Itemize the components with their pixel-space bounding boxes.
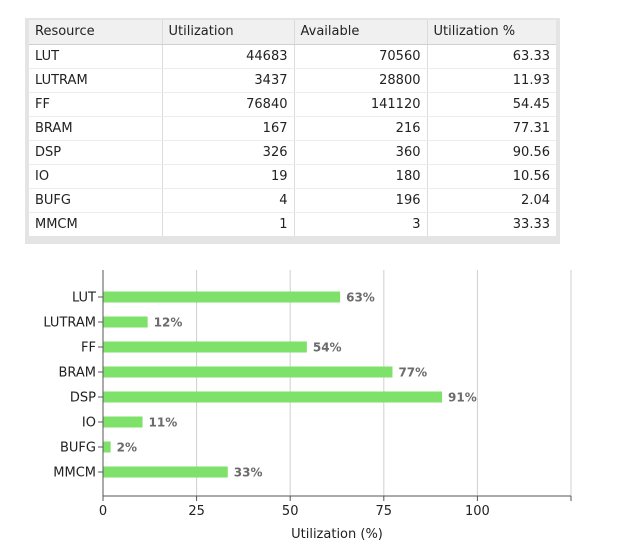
cell-resource: IO — [29, 164, 163, 189]
category-label: DSP — [70, 391, 96, 406]
cell-available: 196 — [294, 188, 428, 213]
table-row[interactable]: LUTRAM 3437 28800 11.93 — [29, 68, 556, 93]
cell-resource: FF — [29, 92, 163, 117]
table-header-row: Resource Utilization Available Utilizati… — [29, 20, 556, 45]
cell-utilization-percent: 33.33 — [512, 216, 550, 232]
cell-utilization: 3437 — [162, 68, 295, 93]
table-row[interactable]: BRAM 167 216 77.31 — [29, 116, 556, 141]
category-label: FF — [81, 341, 96, 356]
bar-dsp[interactable] — [103, 391, 443, 403]
bar-value-label: 91% — [448, 391, 477, 405]
column-header-utilization-percent[interactable]: Utilization % — [427, 20, 556, 45]
cell-utilization: 19 — [162, 164, 295, 189]
cell-resource: MMCM — [29, 212, 163, 236]
bar-mmcm[interactable] — [103, 466, 228, 478]
utilization-table-panel: Resource Utilization Available Utilizati… — [25, 18, 560, 244]
column-header-resource[interactable]: Resource — [29, 20, 163, 45]
table-row[interactable]: DSP 326 360 90.56 — [29, 140, 556, 165]
cell-available: 28800 — [294, 68, 428, 93]
cell-resource: LUT — [29, 44, 163, 69]
table-row[interactable]: IO 19 180 10.56 — [29, 164, 556, 189]
x-tick-label: 50 — [282, 504, 299, 519]
bar-value-label: 63% — [346, 291, 375, 305]
x-axis-label: Utilization (%) — [291, 527, 383, 542]
column-header-available[interactable]: Available — [294, 20, 428, 45]
cell-utilization: 1 — [162, 212, 295, 236]
category-label: BRAM — [58, 366, 96, 381]
x-tick-label: 100 — [465, 504, 490, 519]
bar-ff[interactable] — [103, 341, 307, 353]
bar-bufg[interactable] — [103, 441, 111, 453]
x-tick-label: 25 — [188, 504, 205, 519]
cell-available: 180 — [294, 164, 428, 189]
table-row[interactable]: MMCM 1 3 33.33 — [29, 212, 556, 236]
cell-utilization: 76840 — [162, 92, 295, 117]
utilization-bar-chart: 63% 12% 54% 77% 91% 11% 2% 33% LUT LUTRAM FF BRAM D… — [43, 270, 572, 542]
table-row[interactable]: LUT 44683 70560 63.33 — [29, 44, 556, 69]
category-label: BUFG — [60, 441, 96, 456]
cell-utilization-percent: 11.93 — [427, 68, 556, 93]
chart-gridlines — [196, 270, 572, 496]
cell-utilization: 167 — [162, 116, 295, 141]
cell-available: 216 — [294, 116, 428, 141]
cell-utilization-percent: 10.56 — [427, 164, 556, 189]
bar-bram[interactable] — [103, 366, 393, 378]
cell-utilization-percent: 54.45 — [427, 92, 556, 117]
cell-available: 141120 — [294, 92, 428, 117]
category-label: MMCM — [53, 466, 96, 481]
cell-utilization-percent: 77.31 — [427, 116, 556, 141]
cell-utilization-percent: 2.04 — [427, 188, 556, 213]
category-label: LUTRAM — [43, 316, 96, 331]
table-row[interactable]: FF 76840 141120 54.45 — [29, 92, 556, 117]
bar-value-label: 11% — [149, 416, 178, 430]
category-label: IO — [82, 416, 96, 431]
x-tick-label: 0 — [99, 504, 107, 519]
cell-resource: DSP — [29, 140, 163, 165]
cell-available: 3 — [294, 212, 428, 236]
x-tick-label: 75 — [376, 504, 393, 519]
bar-value-label: 54% — [313, 341, 342, 355]
cell-utilization: 4 — [162, 188, 295, 213]
table-row[interactable]: BUFG 4 196 2.04 — [29, 188, 556, 213]
cell-resource: LUTRAM — [29, 68, 163, 93]
cell-utilization-percent: 63.33 — [427, 44, 556, 69]
bar-value-label: 33% — [234, 466, 263, 480]
bar-lut[interactable] — [103, 291, 341, 303]
cell-utilization: 44683 — [162, 44, 295, 69]
bar-value-label: 77% — [398, 366, 427, 380]
cell-resource: BUFG — [29, 188, 163, 213]
chart-axes: LUT LUTRAM FF BRAM DSP IO BUFG MMCM 0 25 50 75 100 — [43, 270, 572, 519]
cell-available: 70560 — [294, 44, 428, 69]
bar-lutram[interactable] — [103, 316, 148, 328]
cell-utilization-percent: 90.56 — [427, 140, 556, 165]
column-header-utilization[interactable]: Utilization — [162, 20, 295, 45]
utilization-table: Resource Utilization Available Utilizati… — [29, 20, 556, 236]
bar-value-label: 2% — [117, 441, 137, 455]
bar-io[interactable] — [103, 416, 143, 428]
cell-utilization: 326 — [162, 140, 295, 165]
category-label: LUT — [72, 291, 96, 306]
chart-bars: 63% 12% 54% 77% 91% 11% 2% 33% — [103, 291, 477, 480]
cell-resource: BRAM — [29, 116, 163, 141]
bar-value-label: 12% — [154, 316, 183, 330]
cell-available: 360 — [294, 140, 428, 165]
